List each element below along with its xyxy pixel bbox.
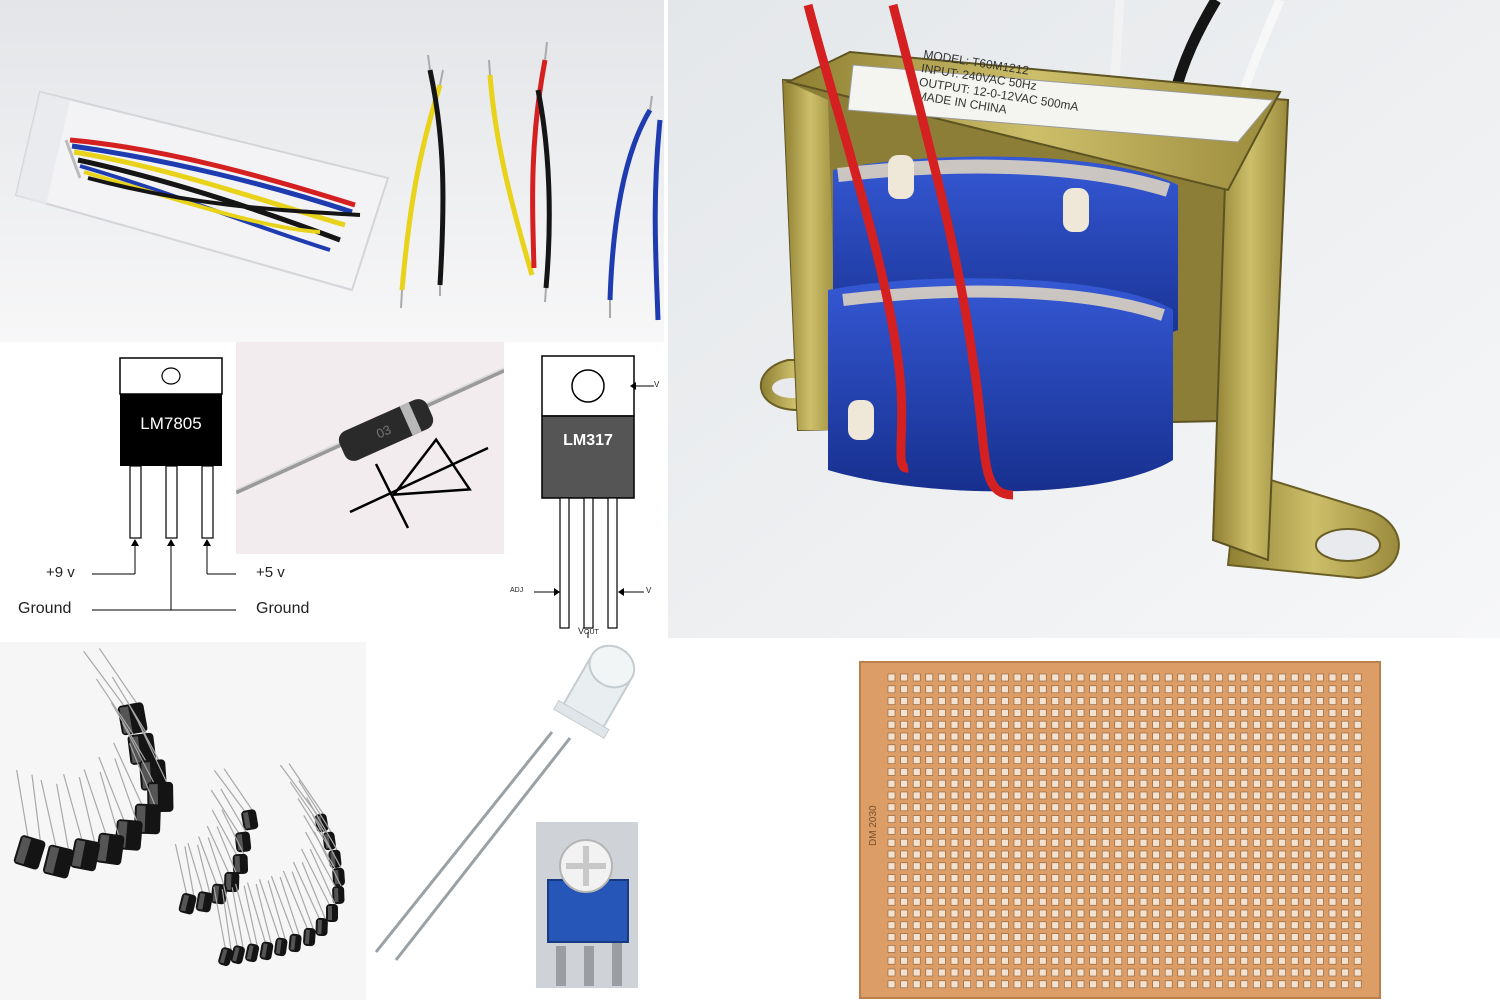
cathode-band xyxy=(399,402,422,436)
ground-label-left: Ground xyxy=(18,600,72,617)
diode-photo: 03 xyxy=(236,342,504,554)
chip-label: LM317 xyxy=(563,432,613,449)
chip-label: LM7805 xyxy=(140,414,202,433)
pin-label-output: +5 v xyxy=(256,564,285,581)
led-body xyxy=(553,644,636,739)
chip-body xyxy=(120,394,222,466)
diode-symbol xyxy=(349,437,489,529)
capacitors-photo xyxy=(0,642,366,1000)
capacitor-group xyxy=(13,648,345,967)
loose-wires xyxy=(399,41,663,321)
chip-body xyxy=(541,415,635,499)
red-wire-1 xyxy=(803,3,910,473)
ground-label-right: Ground xyxy=(256,600,310,617)
mounting-hole xyxy=(571,369,605,403)
red-wire-2 xyxy=(888,3,1014,500)
pin-label-input: +9 v xyxy=(46,564,75,581)
wire-bag xyxy=(14,90,390,292)
spec-label xyxy=(847,64,1274,143)
pin-label-vout: VOUT xyxy=(578,626,599,636)
pin-label-vin-top: V xyxy=(654,380,660,389)
lm7805-pinout-diagram: LM7805 +9 v Ground xyxy=(0,342,236,642)
lm317-pinout-diagram: LM317 V ADJ V VOUT xyxy=(504,342,666,642)
led-cathode-lead xyxy=(394,737,572,961)
jumper-wires-photo xyxy=(0,0,664,342)
pin-label-adj: ADJ xyxy=(510,587,524,594)
led-anode-lead xyxy=(374,731,554,953)
pcb-hole-grid xyxy=(887,673,1362,989)
perfboard-photo: DM 2030 xyxy=(858,648,1500,1000)
trimmer-potentiometer-photo xyxy=(536,822,638,988)
pcb-silkscreen: DM 2030 xyxy=(868,805,879,846)
transformer-photo: MODEL: T60M1212 INPUT: 240VAC 50Hz OUTPU… xyxy=(668,0,1500,638)
diode-marking: 03 xyxy=(374,422,393,442)
heatsink-tab xyxy=(119,357,223,395)
mounting-hole xyxy=(161,367,181,385)
secondary-coil xyxy=(828,278,1173,492)
pin-label-vin: V xyxy=(646,586,652,595)
led-photo xyxy=(366,642,666,1000)
